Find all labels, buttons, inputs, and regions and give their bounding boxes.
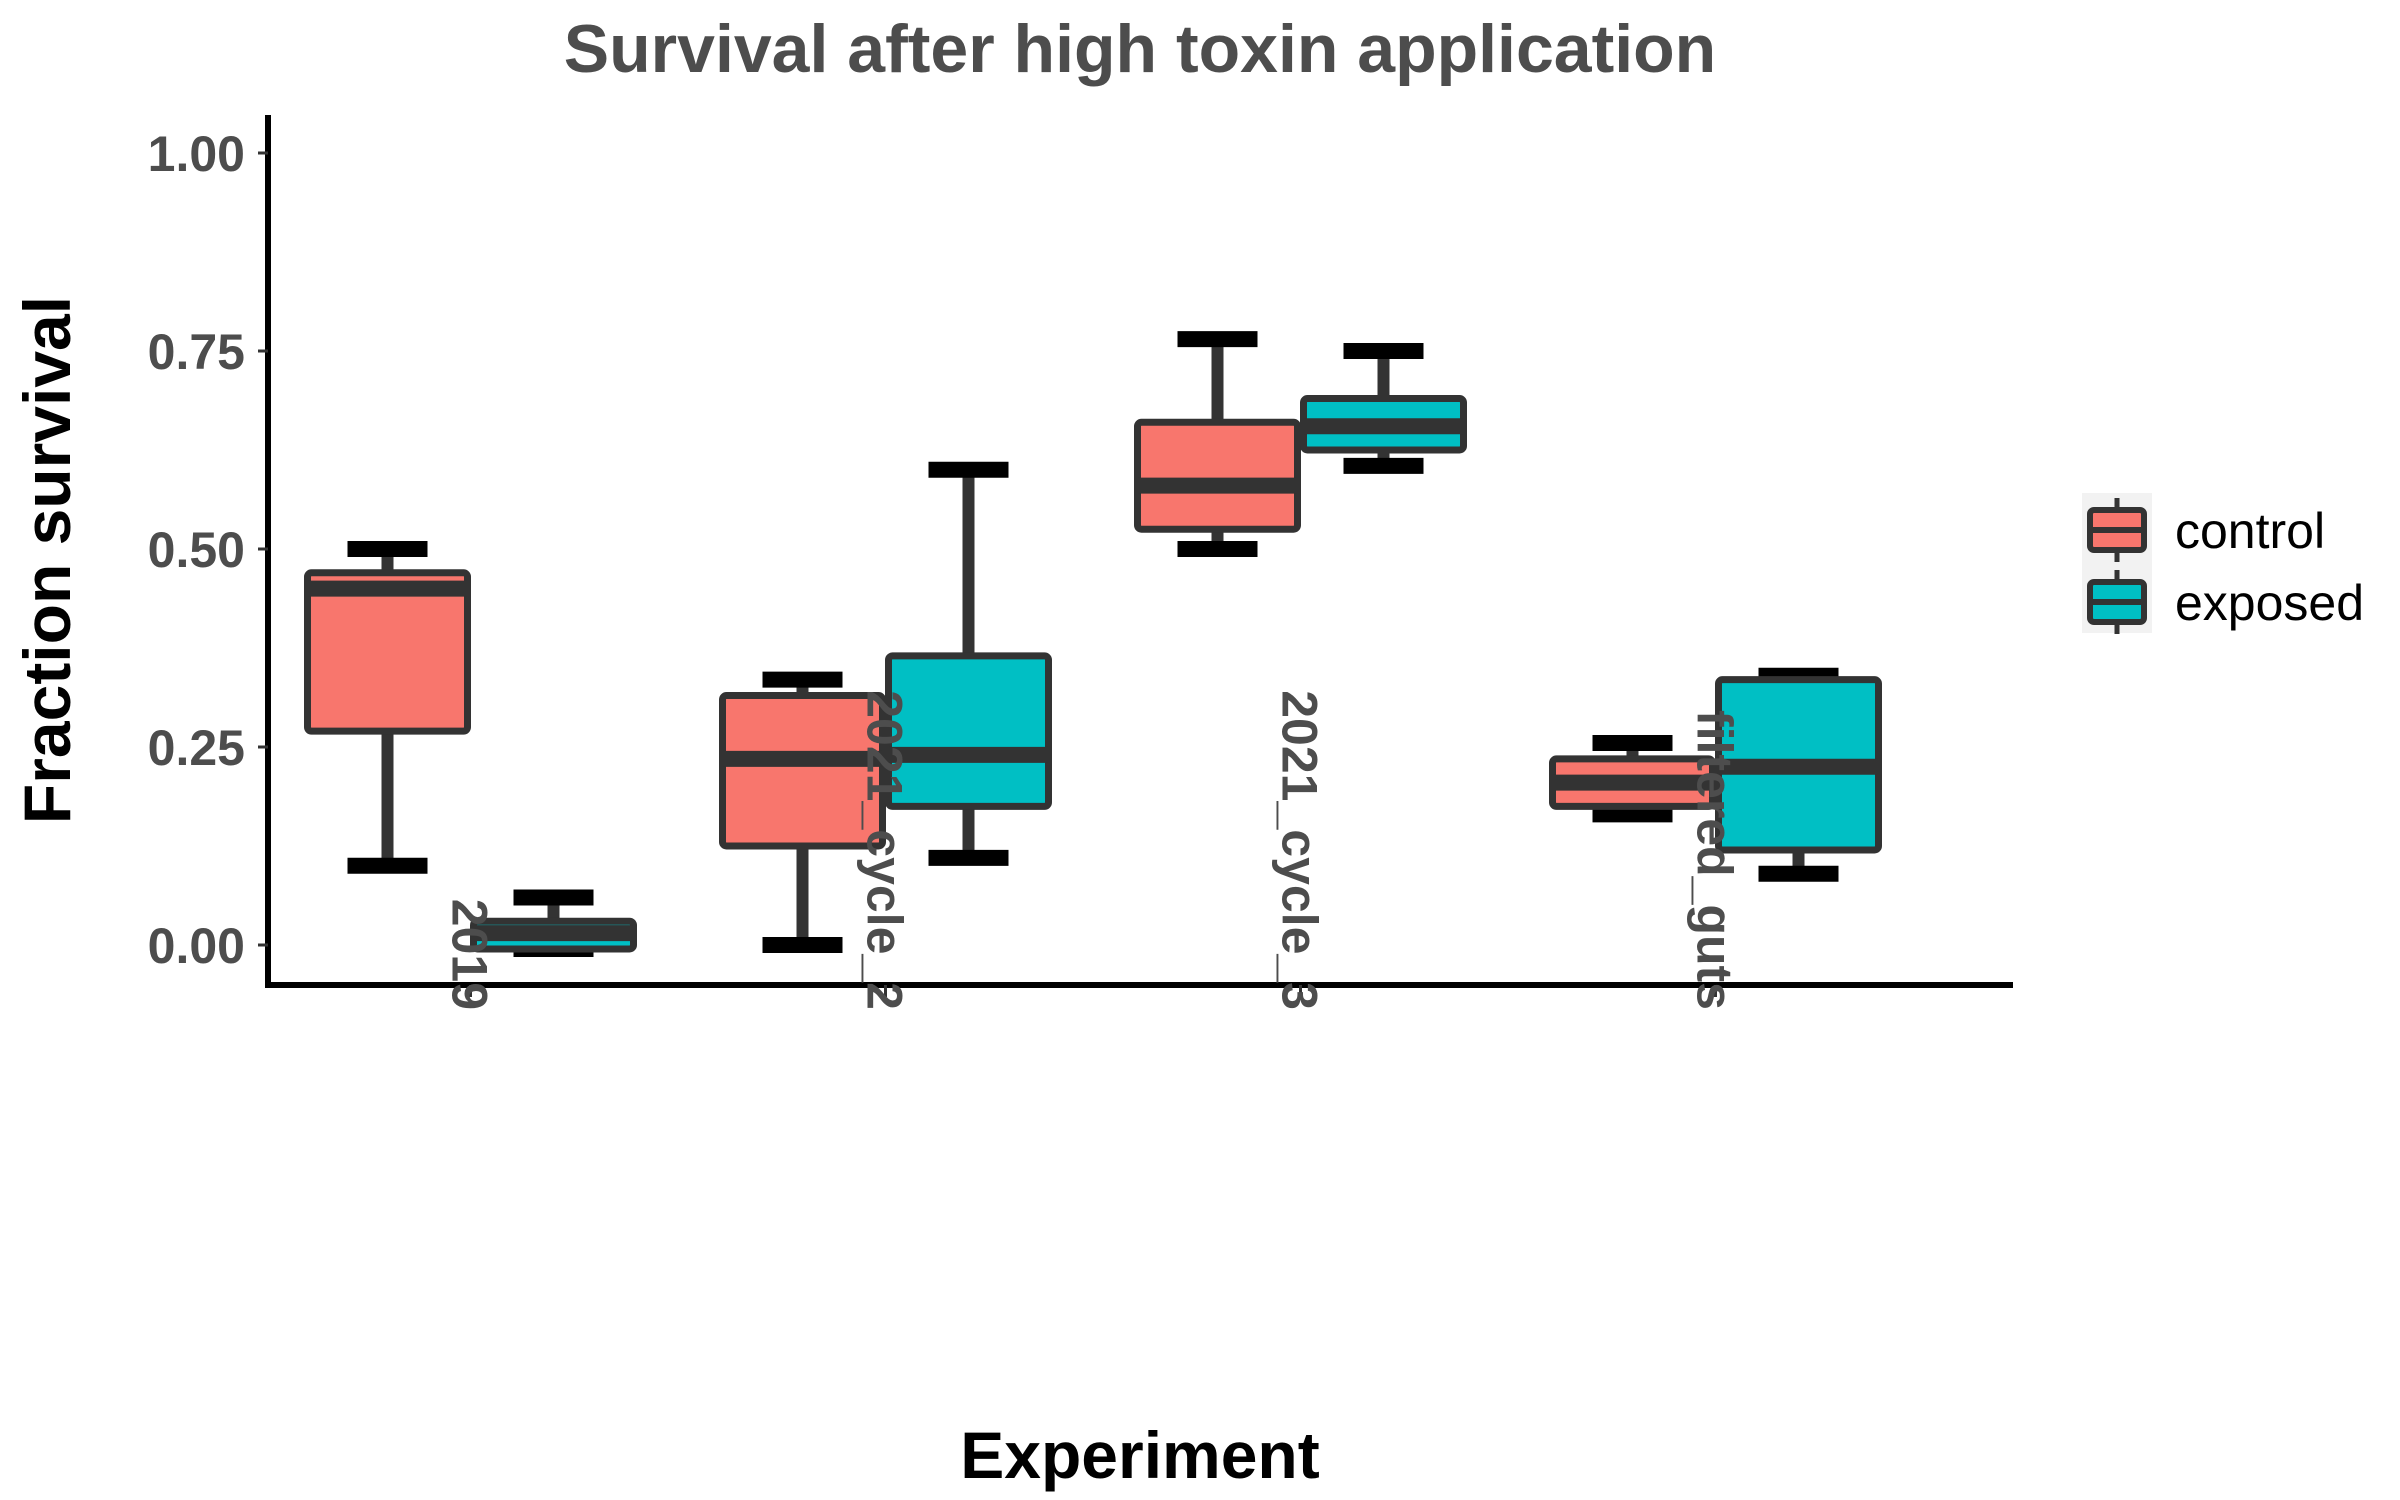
plot-area bbox=[304, 331, 1882, 957]
y-tick-label: 0.75 bbox=[148, 324, 245, 380]
x-tick-label: filtered_guts bbox=[1687, 710, 1743, 1010]
box-control-2021_cycle_3 bbox=[1134, 331, 1301, 557]
legend-label: exposed bbox=[2175, 575, 2364, 631]
box-body bbox=[885, 652, 1052, 810]
x-tick-label: 2019 bbox=[442, 899, 498, 1010]
x-tick-label: 2021_cycle_2 bbox=[857, 690, 913, 1010]
legend-item-exposed: exposed bbox=[2087, 570, 2364, 634]
y-axis-title: Fraction survival bbox=[10, 296, 84, 824]
legend: control exposed bbox=[2082, 493, 2364, 634]
y-tick-label: 0.00 bbox=[148, 918, 245, 974]
y-tick-label: 1.00 bbox=[148, 126, 245, 182]
chart-title: Survival after high toxin application bbox=[564, 11, 1716, 87]
box-body bbox=[304, 569, 471, 735]
box-body bbox=[1134, 418, 1301, 533]
box-exposed-filtered_guts bbox=[1715, 667, 1882, 882]
box-exposed-2021_cycle_3 bbox=[1300, 343, 1467, 474]
x-axis-title: Experiment bbox=[960, 1418, 1319, 1492]
box-body bbox=[719, 692, 886, 850]
y-tick-label: 0.50 bbox=[148, 522, 245, 578]
y-tick-label: 0.25 bbox=[148, 720, 245, 776]
y-axis-ticks: 0.00 0.25 0.50 0.75 1.00 bbox=[148, 126, 268, 974]
legend-item-control: control bbox=[2087, 498, 2325, 562]
x-axis-ticks: 2019 2021_cycle_2 2021_cycle_3 filtered_gut… bbox=[442, 690, 1743, 1010]
box-control-2019 bbox=[304, 541, 471, 874]
x-tick-label: 2021_cycle_3 bbox=[1272, 690, 1328, 1010]
legend-label: control bbox=[2175, 503, 2325, 559]
box-control-filtered_guts bbox=[1549, 735, 1716, 823]
box-exposed-2019 bbox=[470, 889, 637, 957]
box-control-2021_cycle_2 bbox=[719, 671, 886, 953]
box-exposed-2021_cycle_2 bbox=[885, 461, 1052, 866]
